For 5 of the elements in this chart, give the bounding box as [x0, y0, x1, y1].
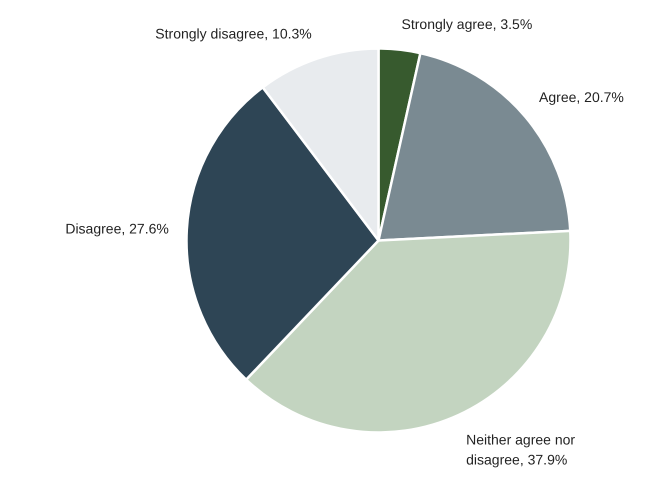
slice-label: Agree, 20.7% [539, 89, 624, 106]
slice-label: Strongly agree, 3.5% [402, 16, 532, 32]
slice-label: Neither agree nor disagree, 37.9% [466, 431, 576, 468]
slice-label: Disagree, 27.6% [65, 220, 169, 237]
slice-label: Strongly disagree, 10.3% [155, 25, 312, 42]
